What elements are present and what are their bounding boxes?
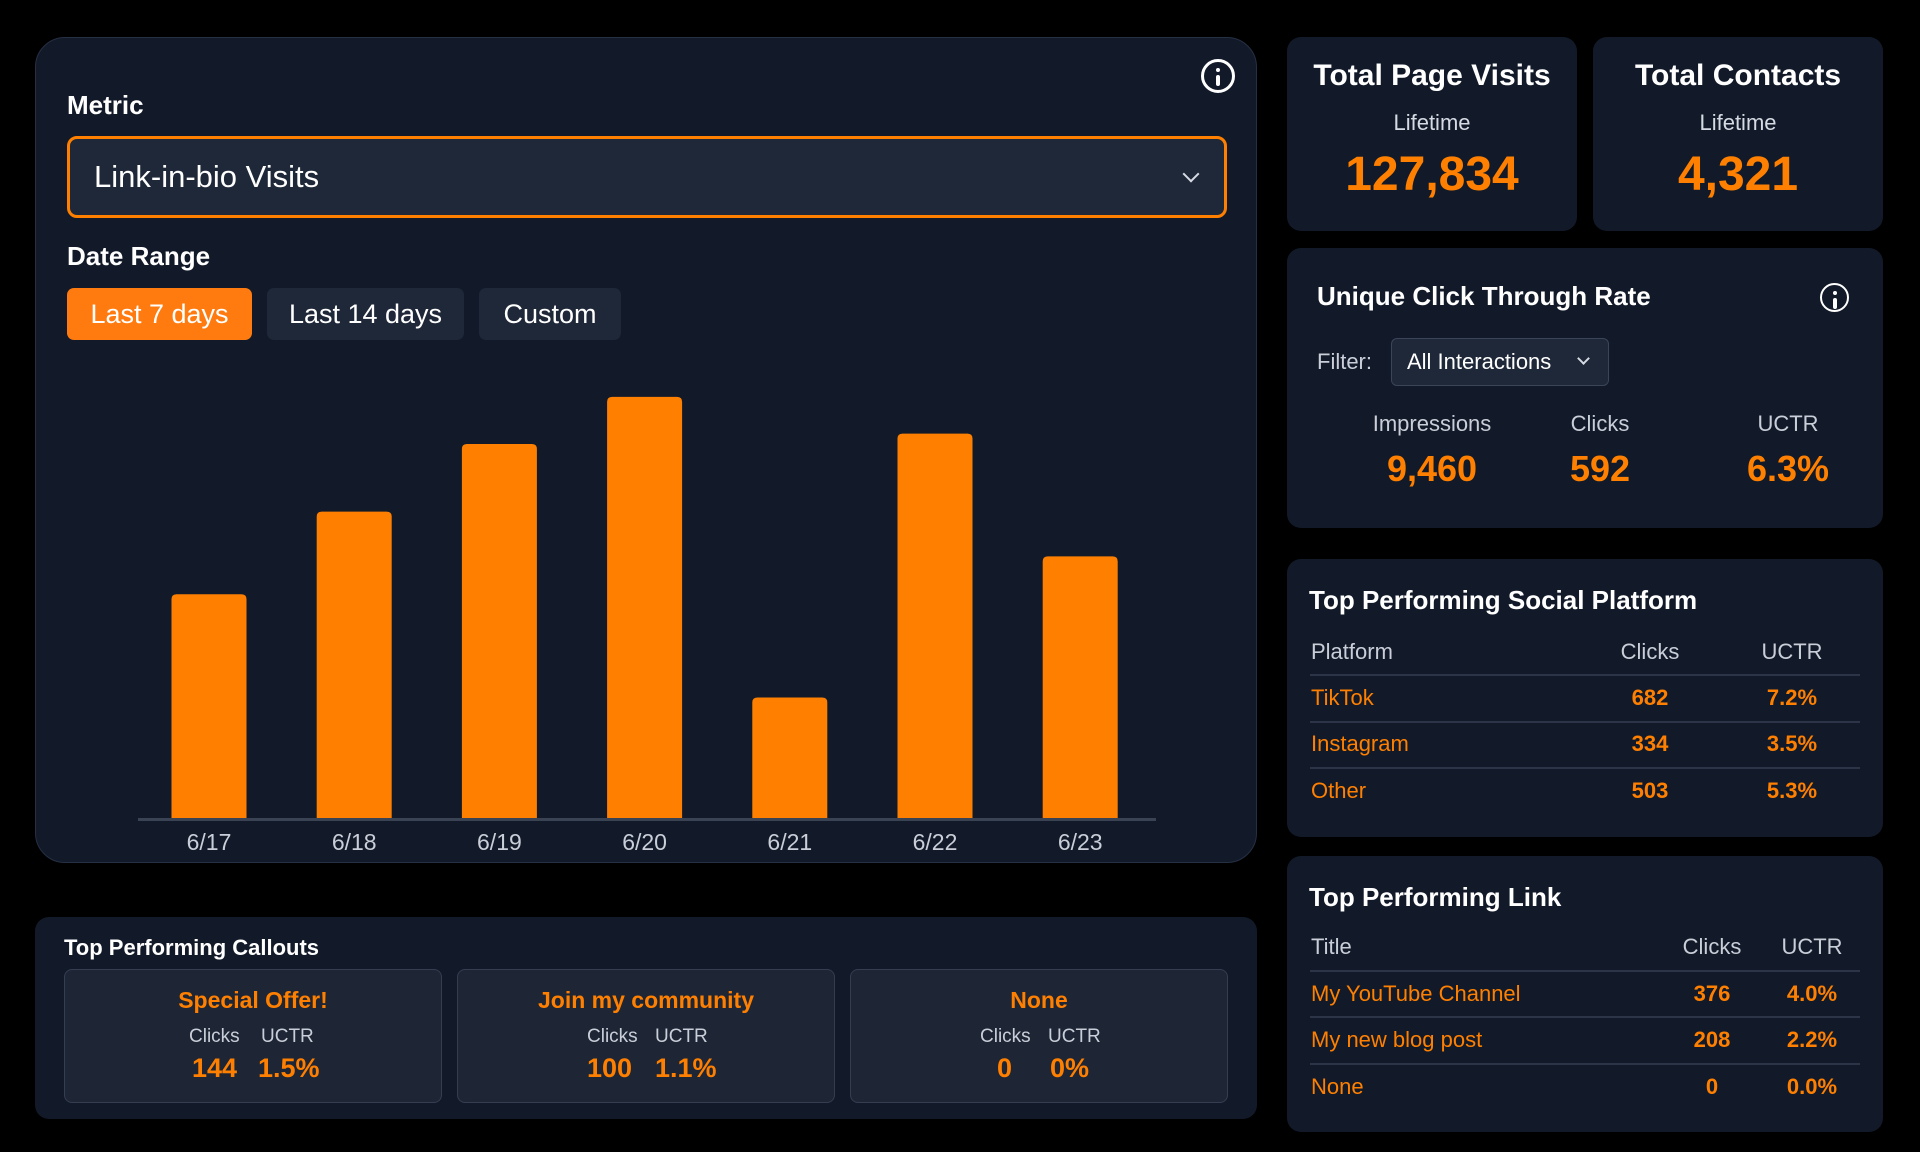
platform-name: Instagram xyxy=(1311,731,1409,756)
callout-card[interactable]: Join my community Clicks UCTR 100 1.1% xyxy=(457,969,835,1103)
range-last-14-days-button[interactable]: Last 14 days xyxy=(267,288,464,340)
top-link-title: Top Performing Link xyxy=(1309,882,1562,912)
uctr-header: UCTR xyxy=(1781,934,1843,959)
bar-6-23[interactable] xyxy=(1042,556,1118,818)
uctr-title: Unique Click Through Rate xyxy=(1317,281,1651,311)
total-contacts-title: Total Contacts xyxy=(1634,59,1842,92)
uctr-header: UCTR xyxy=(1761,639,1823,664)
callout-uctr-value: 0% xyxy=(1050,1053,1090,1083)
social-platform-card: Top Performing Social Platform Platform … xyxy=(1287,559,1883,837)
callout-clicks-label: Clicks xyxy=(189,1026,240,1047)
bar-6-22[interactable] xyxy=(897,433,973,818)
divider xyxy=(1310,767,1860,769)
impressions-label: Impressions xyxy=(1372,411,1492,436)
total-contacts-value: 4,321 xyxy=(1677,148,1799,201)
range-custom-button[interactable]: Custom xyxy=(479,288,621,340)
total-contacts-subtitle: Lifetime xyxy=(1699,110,1777,135)
callout-clicks-value: 100 xyxy=(587,1053,633,1083)
interaction-filter-select[interactable]: All Interactions xyxy=(1391,338,1609,386)
x-tick-label: 6/22 xyxy=(913,829,958,855)
platform-clicks: 682 xyxy=(1631,685,1669,710)
filter-label: Filter: xyxy=(1317,349,1372,374)
metric-select[interactable]: Link-in-bio Visits xyxy=(67,136,1227,218)
x-tick-label: 6/18 xyxy=(332,829,377,855)
uctr-label: UCTR xyxy=(1757,411,1819,436)
clicks-value: 592 xyxy=(1569,448,1631,489)
link-clicks: 208 xyxy=(1693,1027,1731,1052)
clicks-header: Clicks xyxy=(1682,934,1742,959)
title-header: Title xyxy=(1311,934,1352,959)
divider xyxy=(1310,721,1860,723)
link-uctr: 0.0% xyxy=(1786,1074,1838,1099)
metric-select-value: Link-in-bio Visits xyxy=(94,159,320,194)
callout-uctr-value: 1.5% xyxy=(258,1053,320,1083)
uctr-value: 6.3% xyxy=(1746,448,1830,489)
impressions-value: 9,460 xyxy=(1386,448,1478,489)
callout-title: Join my community xyxy=(538,987,754,1013)
link-title: None xyxy=(1311,1074,1364,1099)
callout-card[interactable]: None Clicks UCTR 0 0% xyxy=(850,969,1228,1103)
bar-6-17[interactable] xyxy=(171,594,247,818)
link-title: My new blog post xyxy=(1311,1027,1483,1052)
interaction-filter-value: All Interactions xyxy=(1407,349,1552,374)
bar-6-18[interactable] xyxy=(316,511,392,818)
chevron-down-icon xyxy=(1577,352,1590,365)
info-icon[interactable] xyxy=(1820,283,1849,312)
divider xyxy=(1310,1063,1860,1065)
uctr-card: Unique Click Through Rate Filter: All In… xyxy=(1287,248,1883,528)
divider xyxy=(1310,1016,1860,1018)
platform-clicks: 503 xyxy=(1631,778,1669,803)
link-uctr: 4.0% xyxy=(1786,981,1838,1006)
callout-uctr-label: UCTR xyxy=(261,1026,314,1047)
x-tick-label: 6/20 xyxy=(622,829,667,855)
metric-chart-panel: Metric Link-in-bio Visits Date Range Las… xyxy=(35,37,1257,863)
total-page-visits-card: Total Page Visits Lifetime 127,834 xyxy=(1287,37,1577,231)
platform-name: TikTok xyxy=(1311,685,1374,710)
callout-uctr-label: UCTR xyxy=(1048,1026,1101,1047)
callout-uctr-label: UCTR xyxy=(655,1026,708,1047)
total-contacts-card: Total Contacts Lifetime 4,321 xyxy=(1593,37,1883,231)
clicks-header: Clicks xyxy=(1620,639,1680,664)
total-page-visits-value: 127,834 xyxy=(1345,148,1519,201)
link-clicks: 0 xyxy=(1705,1074,1719,1099)
clicks-label: Clicks xyxy=(1570,411,1630,436)
social-platform-title: Top Performing Social Platform xyxy=(1309,585,1698,615)
callout-clicks-label: Clicks xyxy=(587,1026,638,1047)
bar-6-19[interactable] xyxy=(461,443,537,818)
callout-clicks-value: 144 xyxy=(192,1053,238,1083)
bar-6-21[interactable] xyxy=(752,697,828,818)
callouts-title: Top Performing Callouts xyxy=(64,935,320,960)
platform-header: Platform xyxy=(1311,639,1393,664)
x-tick-label: 6/17 xyxy=(187,829,232,855)
x-tick-label: 6/21 xyxy=(767,829,812,855)
visits-bar-chart: 6/17 6/18 6/19 6/20 6/21 6/22 6/23 xyxy=(138,396,1156,855)
divider xyxy=(1310,970,1860,972)
link-title: My YouTube Channel xyxy=(1311,981,1521,1006)
platform-uctr: 7.2% xyxy=(1766,685,1818,710)
callout-card[interactable]: Special Offer! Clicks UCTR 144 1.5% xyxy=(64,969,442,1103)
link-uctr: 2.2% xyxy=(1786,1027,1838,1052)
total-page-visits-title: Total Page Visits xyxy=(1313,59,1551,92)
callout-clicks-label: Clicks xyxy=(980,1026,1031,1047)
platform-uctr: 3.5% xyxy=(1766,731,1818,756)
callout-title: None xyxy=(1010,987,1068,1013)
metric-label: Metric xyxy=(67,90,144,120)
platform-uctr: 5.3% xyxy=(1766,778,1818,803)
platform-clicks: 334 xyxy=(1631,731,1669,756)
total-page-visits-subtitle: Lifetime xyxy=(1393,110,1471,135)
top-link-card: Top Performing Link Title Clicks UCTR My… xyxy=(1287,856,1883,1132)
callout-title: Special Offer! xyxy=(178,987,328,1013)
callout-uctr-value: 1.1% xyxy=(655,1053,717,1083)
link-clicks: 376 xyxy=(1693,981,1731,1006)
date-range-label: Date Range xyxy=(67,241,211,271)
x-tick-label: 6/23 xyxy=(1058,829,1103,855)
divider xyxy=(1310,674,1860,676)
info-icon[interactable] xyxy=(1201,59,1235,93)
platform-name: Other xyxy=(1311,778,1367,803)
x-tick-label: 6/19 xyxy=(477,829,522,855)
bar-6-20[interactable] xyxy=(607,396,683,818)
range-last-7-days-button[interactable]: Last 7 days xyxy=(67,288,252,340)
callout-clicks-value: 0 xyxy=(997,1053,1013,1083)
callouts-panel: Top Performing Callouts Special Offer! C… xyxy=(35,917,1257,1119)
